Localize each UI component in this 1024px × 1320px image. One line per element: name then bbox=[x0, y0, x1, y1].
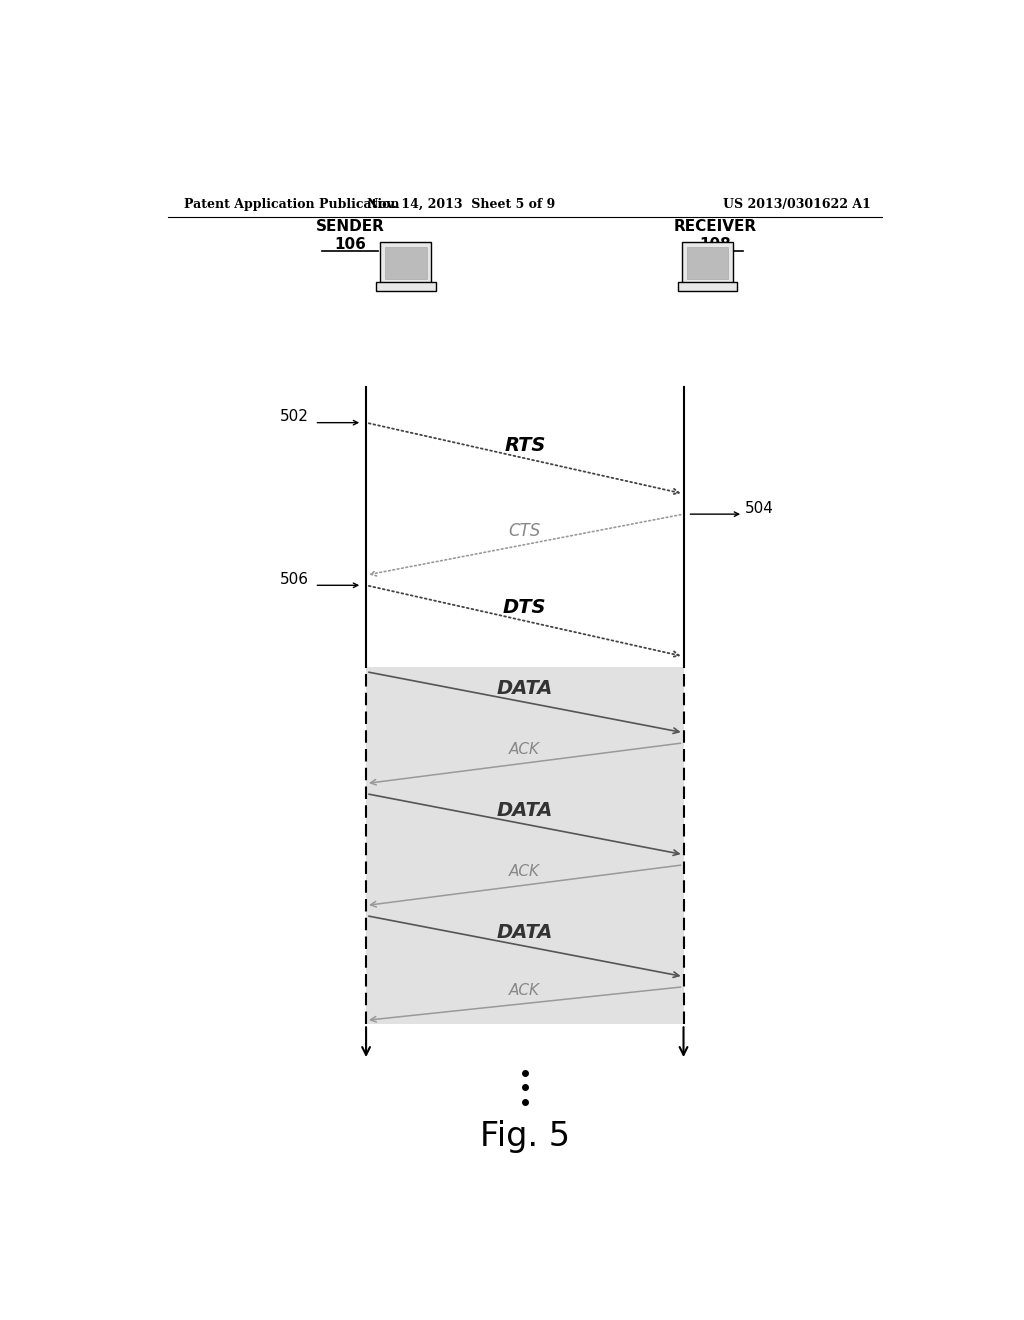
Text: RTS: RTS bbox=[504, 436, 546, 454]
Text: 502: 502 bbox=[281, 409, 309, 424]
Text: CTS: CTS bbox=[509, 523, 541, 540]
Bar bbox=[367, 667, 684, 1024]
Text: DTS: DTS bbox=[503, 598, 547, 618]
Text: US 2013/0301622 A1: US 2013/0301622 A1 bbox=[723, 198, 871, 211]
Text: ACK: ACK bbox=[509, 983, 541, 998]
Bar bbox=[376, 282, 435, 290]
Bar bbox=[381, 242, 431, 284]
Text: DATA: DATA bbox=[497, 801, 553, 821]
Text: Patent Application Publication: Patent Application Publication bbox=[183, 198, 399, 211]
Bar bbox=[678, 282, 737, 290]
Text: Fig. 5: Fig. 5 bbox=[480, 1119, 569, 1152]
Bar bbox=[686, 247, 728, 279]
Text: 108: 108 bbox=[699, 238, 731, 252]
Bar bbox=[385, 247, 427, 279]
Text: SENDER: SENDER bbox=[315, 219, 385, 234]
Text: 504: 504 bbox=[744, 500, 773, 516]
Text: DATA: DATA bbox=[497, 924, 553, 942]
Text: ACK: ACK bbox=[509, 742, 541, 758]
Bar bbox=[682, 242, 732, 284]
Text: 106: 106 bbox=[334, 238, 367, 252]
Text: 506: 506 bbox=[281, 572, 309, 586]
Text: RECEIVER: RECEIVER bbox=[674, 219, 757, 234]
Text: DATA: DATA bbox=[497, 680, 553, 698]
Text: Nov. 14, 2013  Sheet 5 of 9: Nov. 14, 2013 Sheet 5 of 9 bbox=[368, 198, 555, 211]
Text: ACK: ACK bbox=[509, 865, 541, 879]
